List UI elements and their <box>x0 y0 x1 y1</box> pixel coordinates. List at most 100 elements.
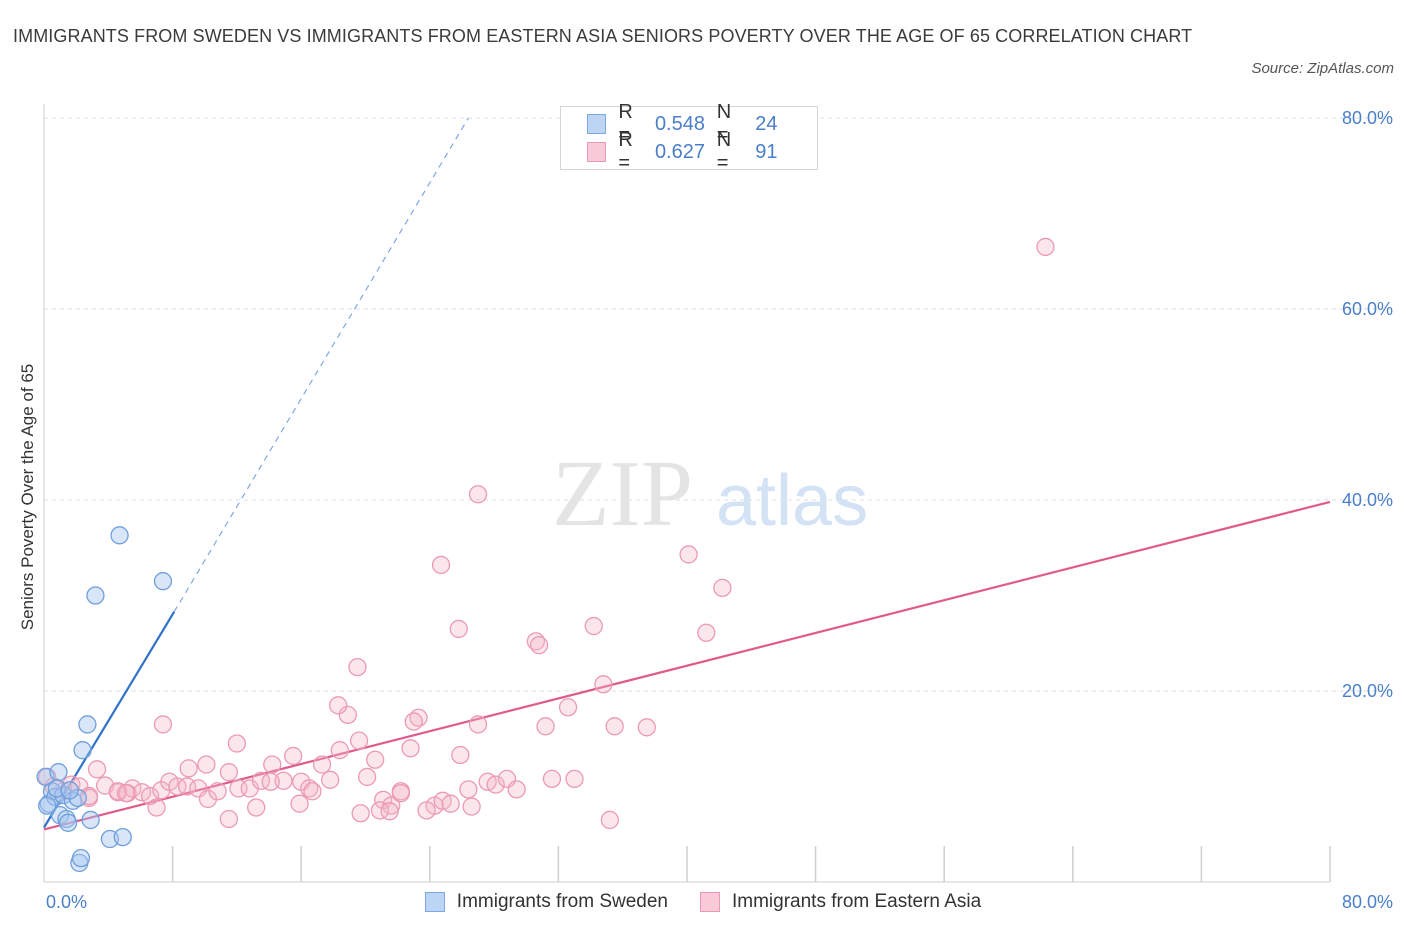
data-point-eastern-asia <box>274 771 293 790</box>
y-tick-label: 40.0% <box>1342 490 1393 510</box>
data-point-eastern-asia <box>179 759 198 778</box>
chart-title: IMMIGRANTS FROM SWEDEN VS IMMIGRANTS FRO… <box>13 26 1193 46</box>
data-point-eastern-asia <box>431 555 451 575</box>
data-point-eastern-asia <box>247 798 266 817</box>
data-point-sweden <box>49 763 68 782</box>
data-point-eastern-asia <box>697 623 716 642</box>
data-point-eastern-asia <box>284 746 303 766</box>
legend-item-sweden: Immigrants from Sweden <box>424 891 668 913</box>
tick-labels: 20.0% 40.0% 60.0% 80.0% 0.0% 80.0% <box>46 108 1393 912</box>
r-value: 0.627 <box>654 140 705 163</box>
data-point-eastern-asia <box>168 777 187 796</box>
data-point-sweden <box>78 715 97 734</box>
data-point-eastern-asia <box>1036 237 1055 257</box>
r-label: R = <box>618 101 633 146</box>
data-point-eastern-asia <box>486 775 505 794</box>
legend-swatch-pink <box>587 142 607 162</box>
data-point-sweden <box>73 741 92 760</box>
r-value: 0.548 <box>654 112 705 135</box>
data-point-eastern-asia <box>198 789 218 809</box>
source-credit: Source: ZipAtlas.com <box>1251 60 1394 77</box>
data-point-eastern-asia <box>300 779 319 798</box>
data-point-eastern-asia <box>451 745 470 765</box>
n-value: 91 <box>755 140 778 163</box>
n-label: N = <box>716 129 732 174</box>
data-point-eastern-asia <box>219 809 239 829</box>
data-point-eastern-asia <box>594 675 613 694</box>
data-point-eastern-asia <box>380 802 399 821</box>
data-point-eastern-asia <box>357 767 377 787</box>
data-point-eastern-asia <box>391 784 411 803</box>
data-point-eastern-asia <box>401 739 420 758</box>
data-point-eastern-asia <box>529 636 549 655</box>
trend-line-eastern-asia <box>43 500 1331 831</box>
watermark-atlas: atlas <box>716 461 868 541</box>
data-point-eastern-asia <box>87 760 107 779</box>
data-point-eastern-asia <box>263 755 282 774</box>
data-point-sweden <box>110 526 129 545</box>
data-point-eastern-asia <box>251 771 271 790</box>
y-axis-label: Seniors Poverty Over the Age of 65 <box>18 363 37 631</box>
data-point-eastern-asia <box>261 772 280 791</box>
series-eastern-asia <box>38 237 1055 830</box>
data-point-eastern-asia <box>370 801 390 820</box>
data-point-eastern-asia <box>219 763 239 782</box>
data-point-sweden <box>113 827 132 847</box>
data-point-eastern-asia <box>536 717 555 736</box>
data-point-eastern-asia <box>351 804 370 823</box>
x-tick-label: 80.0% <box>1342 892 1393 912</box>
data-point-eastern-asia <box>679 545 698 564</box>
data-point-eastern-asia <box>468 485 488 504</box>
data-point-eastern-asia <box>349 731 369 750</box>
data-point-eastern-asia <box>227 734 247 753</box>
data-point-sweden <box>71 848 91 868</box>
data-point-eastern-asia <box>153 715 173 734</box>
x-tick-label: 0.0% <box>46 892 87 912</box>
data-point-eastern-asia <box>177 777 197 796</box>
data-point-sweden <box>81 810 100 830</box>
data-point-sweden <box>63 791 83 810</box>
grid-lines <box>44 117 1392 692</box>
legend-label-sweden: Immigrants from Sweden <box>456 891 668 912</box>
data-point-eastern-asia <box>462 797 481 816</box>
data-point-eastern-asia <box>468 715 488 734</box>
legend-row-eastern-asia: R = 0.627 N = 91 <box>587 129 817 174</box>
axes <box>43 104 1331 883</box>
watermark: ZIP atlas <box>552 442 868 546</box>
data-point-eastern-asia <box>348 657 367 677</box>
data-point-sweden <box>60 781 79 800</box>
data-point-eastern-asia <box>290 794 309 813</box>
correlation-legend: R = 0.548 N = 24 R = 0.627 N = 91 <box>560 101 818 174</box>
legend-label-eastern-asia: Immigrants from Eastern Asia <box>731 891 982 912</box>
data-point-eastern-asia <box>542 769 562 789</box>
data-point-eastern-asia <box>459 780 478 799</box>
y-tick-label: 20.0% <box>1342 681 1393 701</box>
data-point-eastern-asia <box>330 741 349 760</box>
watermark-zip: ZIP <box>552 442 693 546</box>
series-legend: Immigrants from Sweden Immigrants from E… <box>0 888 1406 916</box>
n-value: 24 <box>755 112 778 135</box>
legend-swatch-blue <box>424 892 445 912</box>
data-point-sweden <box>42 782 62 801</box>
data-point-eastern-asia <box>320 770 340 789</box>
data-point-eastern-asia <box>312 755 332 774</box>
data-point-eastern-asia <box>140 786 160 806</box>
data-point-eastern-asia <box>449 619 468 639</box>
data-point-eastern-asia <box>600 810 619 830</box>
data-point-eastern-asia <box>605 717 624 736</box>
data-point-sweden <box>38 796 57 815</box>
legend-swatch-blue <box>587 114 607 134</box>
data-point-eastern-asia <box>713 578 732 598</box>
data-point-eastern-asia <box>441 794 460 813</box>
legend-row-sweden: R = 0.548 N = 24 <box>587 101 817 146</box>
data-point-eastern-asia <box>116 784 136 803</box>
data-point-sweden <box>86 586 105 605</box>
data-point-eastern-asia <box>365 750 385 769</box>
trend-line-sweden-extrapolated <box>173 117 469 613</box>
data-point-eastern-asia <box>584 616 603 636</box>
data-point-eastern-asia <box>329 696 348 715</box>
data-point-eastern-asia <box>417 801 436 820</box>
y-tick-label: 80.0% <box>1342 108 1393 128</box>
n-label: N = <box>716 101 732 146</box>
